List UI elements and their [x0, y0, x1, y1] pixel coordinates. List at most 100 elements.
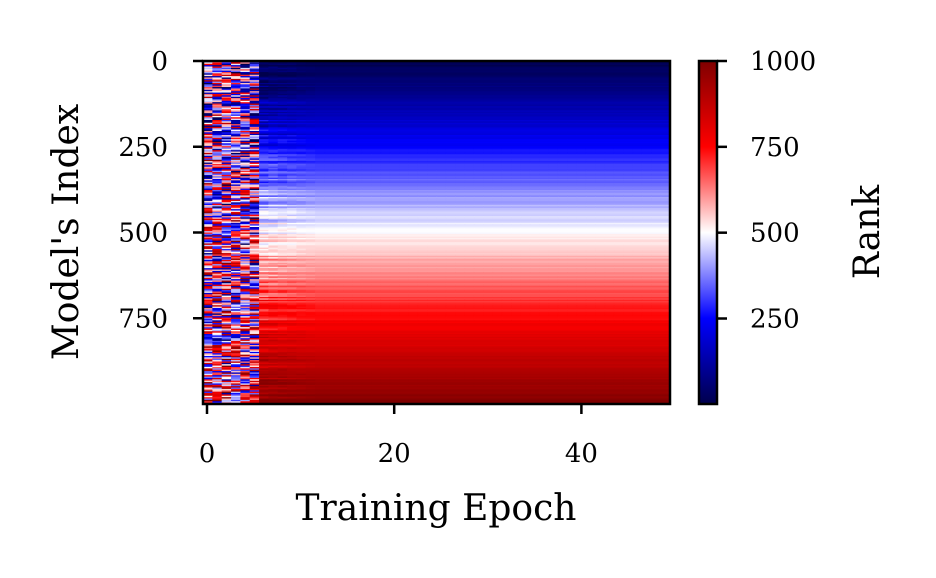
heatmap-cell: [417, 191, 428, 194]
heatmap-cell: [473, 169, 484, 172]
heatmap-cell: [473, 155, 484, 158]
heatmap-cell: [520, 126, 531, 129]
heatmap-cell: [221, 106, 232, 109]
heatmap-cell: [651, 126, 662, 129]
heatmap-cell: [352, 181, 363, 184]
heatmap-cell: [380, 196, 391, 199]
heatmap-cell: [613, 132, 624, 135]
heatmap-cell: [399, 103, 410, 106]
heatmap-cell: [473, 84, 484, 87]
heatmap-cell: [231, 154, 241, 157]
heatmap-cell: [249, 194, 260, 197]
heatmap-cell: [380, 137, 391, 140]
heatmap-cell: [399, 174, 410, 177]
heatmap-cell: [343, 103, 354, 106]
heatmap-cell: [380, 154, 391, 157]
heatmap-cell: [520, 132, 531, 135]
heatmap-cell: [296, 118, 307, 121]
heatmap-cell: [511, 92, 522, 95]
heatmap-cell: [352, 67, 363, 70]
heatmap-cell: [651, 70, 662, 73]
heatmap-cell: [492, 169, 503, 172]
heatmap-cell: [651, 62, 662, 65]
heatmap-cell: [483, 84, 494, 87]
heatmap-cell: [473, 110, 484, 113]
heatmap-cell: [651, 80, 662, 83]
heatmap-cell: [623, 62, 634, 65]
heatmap-cell: [455, 168, 466, 170]
heatmap-cell: [287, 62, 297, 65]
heatmap-cell: [203, 117, 213, 120]
heatmap-cell: [613, 125, 624, 128]
heatmap-cell: [408, 81, 419, 84]
heatmap-cell: [595, 88, 606, 91]
heatmap-cell: [259, 71, 269, 74]
heatmap-cell: [483, 158, 494, 161]
heatmap-cell: [268, 176, 279, 179]
heatmap-cell: [623, 178, 634, 181]
heatmap-cell: [380, 69, 391, 72]
heatmap-cell: [539, 194, 550, 197]
heatmap-cell: [483, 189, 494, 192]
heatmap-cell: [324, 159, 335, 162]
heatmap-cell: [511, 159, 522, 162]
heatmap-cell: [380, 128, 391, 131]
heatmap-cell: [595, 120, 606, 122]
heatmap-cell: [660, 87, 670, 90]
heatmap-cell: [473, 65, 484, 68]
heatmap-cell: [408, 133, 419, 136]
heatmap-cell: [529, 113, 540, 116]
heatmap-cell: [464, 133, 475, 136]
heatmap-cell: [427, 191, 438, 194]
heatmap-cell: [651, 115, 662, 118]
heatmap-cell: [464, 102, 475, 105]
heatmap-cell: [268, 91, 279, 94]
heatmap-cell: [604, 70, 615, 73]
heatmap-cell: [548, 92, 559, 95]
heatmap-cell: [436, 152, 447, 155]
heatmap-cell: [417, 62, 428, 65]
heatmap-cell: [371, 84, 382, 87]
heatmap-cell: [240, 196, 251, 199]
heatmap-cell: [287, 180, 297, 183]
heatmap-cell: [287, 69, 297, 72]
heatmap-cell: [343, 155, 354, 158]
heatmap-cell: [427, 100, 438, 103]
heatmap-cell: [352, 66, 363, 69]
heatmap-cell: [511, 195, 522, 198]
heatmap-cell: [352, 71, 363, 74]
heatmap-cell: [352, 113, 363, 116]
heatmap-cell: [455, 115, 466, 118]
heatmap-cell: [277, 102, 288, 105]
heatmap-cell: [389, 168, 400, 170]
heatmap-cell: [259, 66, 269, 69]
heatmap-cell: [212, 174, 223, 177]
heatmap-cell: [343, 111, 354, 114]
heatmap-cell: [445, 195, 456, 198]
heatmap-cell: [623, 155, 634, 158]
heatmap-cell: [557, 168, 568, 170]
heatmap-cell: [585, 69, 596, 72]
heatmap-cell: [305, 159, 316, 162]
heatmap-cell: [464, 110, 475, 113]
heatmap-cell: [623, 173, 634, 176]
heatmap-cell: [548, 192, 559, 195]
heatmap-cell: [501, 66, 512, 69]
heatmap-cell: [623, 172, 634, 175]
heatmap-cell: [268, 100, 279, 103]
heatmap-cell: [455, 151, 466, 154]
heatmap-cell: [436, 66, 447, 69]
heatmap-cell: [557, 85, 568, 88]
heatmap-cell: [483, 122, 494, 125]
heatmap-cell: [296, 84, 307, 87]
heatmap-cell: [501, 89, 512, 92]
heatmap-cell: [436, 168, 447, 170]
heatmap-cell: [455, 89, 466, 92]
heatmap-cell: [585, 104, 596, 107]
heatmap-cell: [268, 152, 279, 155]
heatmap-cell: [483, 125, 494, 128]
heatmap-cell: [539, 157, 550, 160]
heatmap-cell: [632, 92, 643, 95]
heatmap-cell: [557, 136, 568, 139]
heatmap-cell: [427, 74, 438, 77]
